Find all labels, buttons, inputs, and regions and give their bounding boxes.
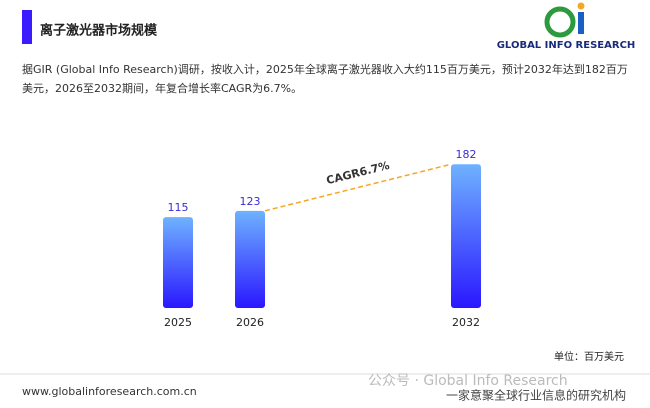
bar [163, 217, 193, 308]
x-tick-label: 2025 [164, 316, 192, 329]
bar [451, 164, 481, 308]
x-tick-label: 2032 [452, 316, 480, 329]
description: 据GIR (Global Info Research)调研，按收入计，2025年… [22, 63, 628, 95]
description-box: 据GIR (Global Info Research)调研，按收入计，2025年… [22, 63, 628, 95]
header-title: 离子激光器市场规模 [40, 23, 158, 39]
logo: GLOBAL INFO RESEARCH [497, 2, 636, 51]
logo-mark [544, 6, 576, 38]
value-label: 182 [456, 148, 477, 161]
unit-label: 单位：百万美元 [554, 350, 624, 363]
bar [235, 210, 265, 308]
header-accent [22, 10, 32, 44]
footer-url: www.globalinforesearch.com.cn [22, 385, 197, 398]
x-tick-label: 2026 [236, 316, 264, 329]
watermark: 公众号 · Global Info Research [368, 373, 568, 389]
logo-mark [578, 12, 584, 34]
value-label: 123 [240, 195, 261, 208]
logo-mark [577, 2, 585, 10]
tagline: 一家意聚全球行业信息的研究机构 [446, 388, 626, 403]
value-label: 115 [168, 201, 189, 214]
logo-text: GLOBAL INFO RESEARCH [497, 40, 636, 51]
